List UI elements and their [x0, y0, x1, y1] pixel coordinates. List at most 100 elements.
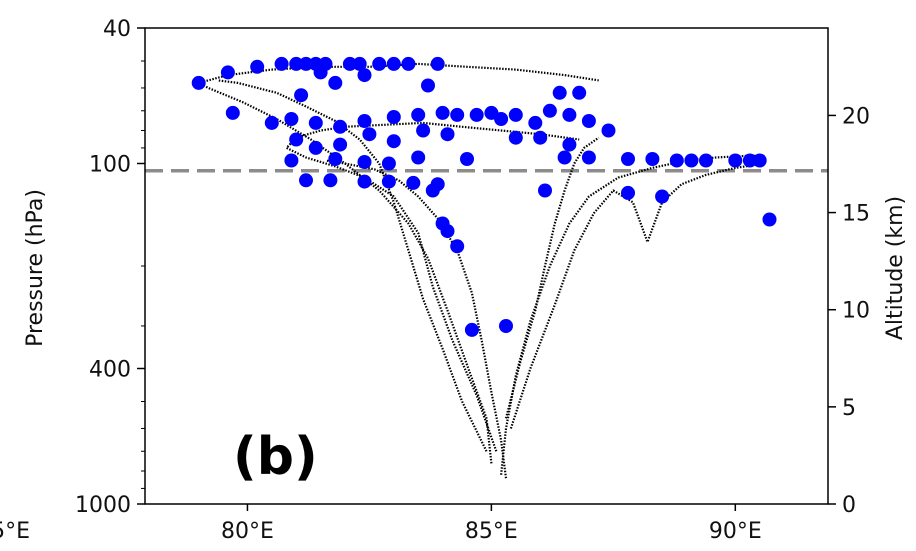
marker-point-15	[313, 65, 328, 80]
marker-point-69	[357, 174, 372, 189]
x-axis-ticks: 75°E 80°E 85°E 90°E	[0, 504, 762, 544]
marker-point-43	[333, 137, 348, 152]
marker-point-79	[440, 224, 455, 239]
marker-point-62	[684, 153, 699, 168]
marker-point-65	[742, 153, 757, 168]
marker-point-50	[562, 137, 577, 152]
trajectory-line-4	[218, 79, 488, 452]
marker-point-57	[557, 150, 572, 165]
marker-point-16	[357, 68, 372, 83]
marker-point-74	[621, 185, 635, 200]
marker-point-76	[538, 183, 552, 198]
marker-point-68	[323, 173, 338, 188]
marker-point-80	[450, 239, 465, 254]
marker-point-11	[372, 56, 387, 71]
x-tick-label: 90°E	[709, 519, 762, 544]
marker-point-14	[430, 56, 445, 71]
marker-point-24	[284, 112, 299, 126]
marker-point-66	[752, 153, 767, 168]
marker-point-25	[308, 115, 323, 130]
x-tick-label: 85°E	[465, 519, 518, 544]
trajectory-line-1	[325, 159, 508, 479]
marker-point-54	[381, 156, 396, 171]
marker-point-49	[533, 130, 548, 145]
marker-point-42	[308, 140, 323, 155]
marker-point-55	[411, 150, 426, 165]
trajectory-line-6	[285, 121, 580, 452]
right-y-tick-label: 15	[842, 202, 870, 227]
left-y-axis-title: Pressure (hPa)	[23, 189, 48, 347]
marker-point-13	[401, 56, 416, 71]
marker-point-40	[601, 123, 616, 138]
marker-point-21	[572, 85, 587, 100]
marker-point-22	[225, 105, 240, 120]
marker-point-32	[469, 107, 484, 122]
trajectory-line-5	[509, 162, 765, 429]
marker-point-45	[386, 134, 401, 149]
marker-point-4	[274, 56, 289, 71]
marker-point-12	[386, 56, 401, 71]
marker-point-3	[250, 59, 265, 74]
x-tick-label: 80°E	[221, 519, 274, 544]
marker-point-39	[581, 114, 596, 128]
panel-label: (b)	[233, 427, 318, 487]
marker-point-2	[220, 65, 235, 80]
marker-point-60	[645, 152, 660, 166]
marker-point-29	[411, 107, 426, 122]
marker-point-36	[528, 115, 543, 130]
marker-point-10	[352, 56, 367, 71]
right-y-tick-label: 10	[842, 299, 870, 324]
marker-point-20	[552, 85, 567, 100]
right-y-axis-ticks: 0 5 10 15 20	[828, 104, 870, 518]
marker-point-56	[460, 152, 474, 166]
marker-point-70	[381, 174, 396, 189]
left-y-tick-label: 1000	[75, 493, 131, 518]
trajectory-line-7	[504, 136, 600, 419]
marker-point-58	[581, 150, 596, 165]
marker-point-30	[435, 105, 450, 120]
left-y-tick-label: 40	[103, 17, 131, 42]
marker-point-81	[464, 322, 479, 337]
trajectory-markers	[191, 56, 777, 337]
marker-point-35	[508, 107, 523, 122]
marker-point-6	[299, 56, 313, 71]
marker-point-51	[284, 153, 299, 168]
marker-point-9	[342, 56, 357, 71]
marker-point-38	[562, 107, 577, 122]
trajectory-lines	[197, 62, 765, 479]
marker-point-18	[421, 78, 435, 93]
marker-point-17	[328, 75, 343, 90]
marker-point-19	[294, 88, 309, 103]
right-y-tick-label: 5	[842, 396, 856, 421]
left-y-tick-label: 100	[89, 152, 131, 177]
marker-point-73	[425, 183, 440, 198]
marker-point-27	[357, 114, 372, 128]
right-y-axis-title: Altitude (km)	[883, 196, 908, 340]
marker-point-1	[191, 75, 206, 90]
marker-point-47	[440, 127, 455, 142]
marker-point-5	[289, 56, 304, 71]
marker-point-44	[362, 127, 377, 142]
plot-content	[145, 56, 828, 479]
left-y-tick-label: 400	[89, 358, 131, 383]
marker-point-59	[621, 152, 635, 166]
marker-point-37	[542, 103, 557, 118]
marker-point-67	[299, 173, 313, 188]
marker-point-71	[406, 175, 421, 190]
x-tick-label: 75°E	[0, 519, 30, 544]
marker-point-52	[328, 152, 343, 166]
marker-point-23	[264, 115, 279, 130]
marker-point-61	[669, 153, 684, 168]
marker-point-48	[508, 130, 523, 145]
marker-point-34	[494, 112, 509, 126]
right-y-tick-label: 0	[842, 493, 856, 518]
right-y-tick-label: 20	[842, 104, 870, 129]
marker-point-53	[357, 155, 372, 169]
marker-point-75	[655, 189, 670, 204]
marker-point-46	[416, 123, 431, 138]
trajectory-line-2	[500, 154, 765, 475]
marker-point-41	[289, 132, 304, 147]
marker-point-82	[499, 319, 513, 333]
left-y-axis-ticks: 40 100 400 1000	[75, 17, 145, 518]
